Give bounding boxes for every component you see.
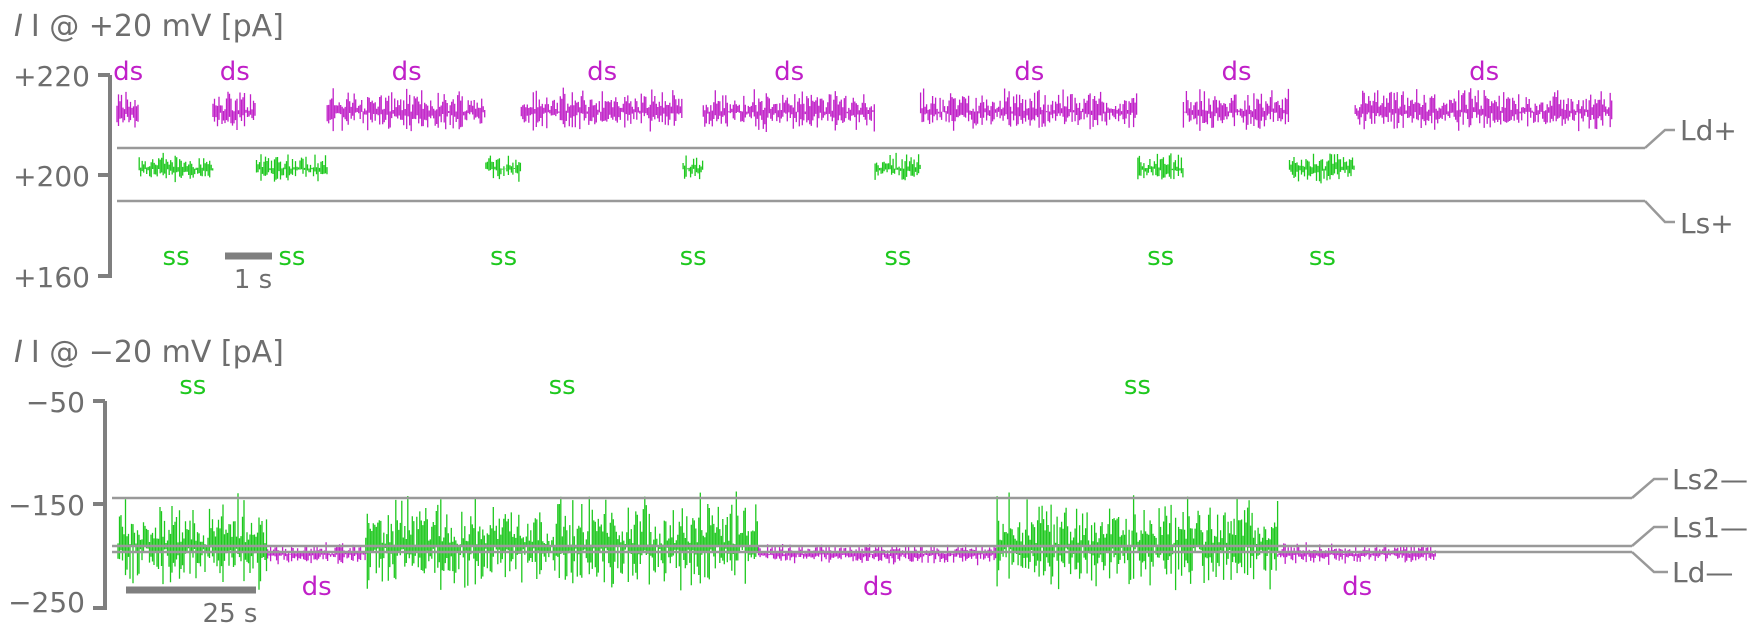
panel-positive-tick-label-top: +220	[13, 60, 90, 93]
pos-state-label-6: ds	[587, 57, 617, 87]
neg-state-label-5: ds	[1342, 572, 1372, 602]
panel-negative-time-scale-label: 25 s	[203, 599, 258, 629]
panel-positive-tick-label-bottom: +160	[13, 261, 90, 294]
pos-segment-ss-7	[682, 155, 704, 180]
pos-segment-ds-6	[520, 87, 683, 132]
level-connector-ls-plus	[1644, 200, 1675, 224]
neg-segment-ss-4	[996, 492, 1279, 591]
pos-state-label-0: ds	[113, 57, 143, 87]
panel-negative-tick-label-top: −50	[26, 386, 85, 419]
pos-segment-ds-4	[326, 88, 486, 132]
panel-negative-state-labels: ss ds ss ds ss ds	[179, 371, 1372, 602]
level-connector-ld-plus	[1644, 128, 1675, 149]
pos-segment-ds-0	[116, 91, 139, 128]
pos-segment-ds-8	[702, 89, 875, 132]
neg-state-label-2: ss	[549, 371, 576, 401]
pos-state-label-4: ds	[392, 57, 422, 87]
panel-negative-title-text: I @ −20 mV [pA]	[31, 335, 284, 370]
neg-state-label-4: ss	[1124, 371, 1151, 401]
neg-segment-ss-0	[117, 493, 268, 590]
panel-positive-title-text: I @ +20 mV [pA]	[31, 9, 284, 44]
level-label-ls-plus: Ls+	[1680, 207, 1734, 240]
pos-state-label-7: ss	[680, 242, 707, 272]
pos-segment-ds-12	[1182, 88, 1290, 131]
pos-state-label-11: ss	[1147, 242, 1174, 272]
pos-segment-ds-10	[919, 88, 1138, 131]
level-connector-ld	[1631, 551, 1668, 574]
level-label-ls1: Ls1—	[1672, 511, 1748, 544]
pos-state-label-1: ss	[163, 242, 190, 272]
pos-segment-ss-9	[874, 152, 921, 181]
pos-state-label-13: ss	[1309, 242, 1336, 272]
pos-state-label-3: ss	[278, 242, 305, 272]
neg-state-label-1: ds	[302, 572, 332, 602]
level-label-ld: Ld—	[1672, 556, 1733, 589]
pos-state-label-14: ds	[1469, 57, 1499, 87]
pos-segment-ss-11	[1137, 153, 1184, 180]
pos-state-label-10: ds	[1014, 57, 1044, 87]
pos-segment-ss-3	[255, 154, 328, 182]
panel-positive-state-labels: ds ss ds ss ds ss ds ss ds ss ds ss ds ss ds	[113, 57, 1499, 272]
panel-negative-title-var: I	[14, 335, 23, 370]
neg-state-label-3: ds	[863, 572, 893, 602]
pos-segment-ds-2	[212, 91, 256, 130]
pos-segment-ds-14	[1354, 88, 1613, 132]
level-connector-ls1	[1631, 525, 1668, 547]
panel-negative-tick-label-mid: −150	[8, 489, 85, 522]
pos-state-label-2: ds	[220, 57, 250, 87]
pos-segment-ss-13	[1288, 153, 1355, 184]
pos-segment-ss-5	[485, 155, 522, 182]
panel-positive-title-var: I	[14, 9, 23, 44]
pos-segment-ss-1	[138, 152, 214, 183]
pos-state-label-9: ss	[884, 242, 911, 272]
panel-positive-trace	[116, 87, 1613, 184]
panel-positive-tick-label-mid: +200	[13, 160, 90, 193]
pos-state-label-5: ss	[490, 242, 517, 272]
neg-segment-ss-2	[365, 491, 758, 591]
panel-negative-tick-label-bottom: −250	[8, 586, 85, 619]
pos-state-label-8: ds	[774, 57, 804, 87]
level-label-ls2: Ls2—	[1672, 463, 1748, 496]
panel-positive-time-scale-label: 1 s	[234, 265, 272, 295]
pos-state-label-12: ds	[1221, 57, 1251, 87]
level-connector-ls2	[1631, 477, 1668, 499]
level-label-ld-plus: Ld+	[1680, 114, 1737, 147]
neg-state-label-0: ss	[179, 371, 206, 401]
